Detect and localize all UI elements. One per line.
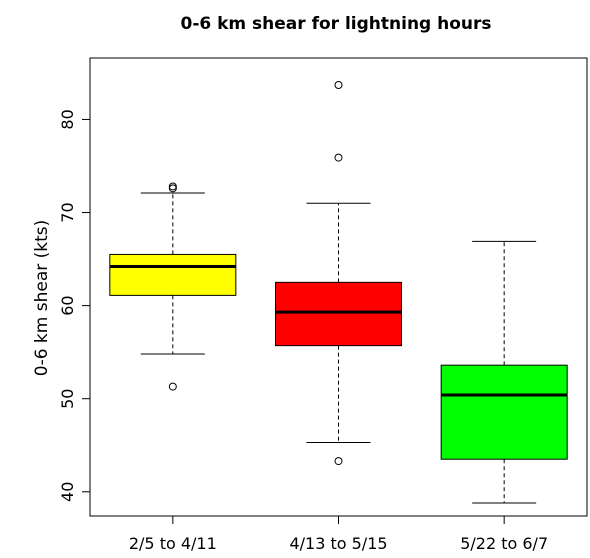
y-tick-label: 50 <box>58 389 77 409</box>
box-group <box>109 182 237 391</box>
box <box>440 364 568 460</box>
boxes-layer <box>109 80 568 504</box>
y-tick-label: 60 <box>58 295 77 315</box>
outlier-point <box>168 382 177 391</box>
outlier-point <box>334 80 343 89</box>
outlier-point <box>334 457 343 466</box>
box <box>275 281 402 347</box>
box-group <box>275 80 402 466</box>
x-tick-label: 2/5 to 4/11 <box>129 534 217 553</box>
chart-title: 0-6 km shear for lightning hours <box>180 14 491 34</box>
outlier-point <box>168 182 177 191</box>
y-tick-label: 80 <box>58 109 77 129</box>
box-group <box>440 240 568 504</box>
y-axis: 40 50 60 70 80 <box>58 109 91 502</box>
outlier-point <box>334 153 343 162</box>
box <box>109 253 237 296</box>
y-tick-label: 40 <box>58 482 77 502</box>
y-tick-label: 70 <box>58 202 77 222</box>
x-tick-label: 5/22 to 6/7 <box>460 534 548 553</box>
x-axis: 2/5 to 4/11 4/13 to 5/15 5/22 to 6/7 <box>129 515 548 553</box>
y-axis-label: 0-6 km shear (kts) <box>32 220 52 377</box>
x-tick-label: 4/13 to 5/15 <box>289 534 387 553</box>
